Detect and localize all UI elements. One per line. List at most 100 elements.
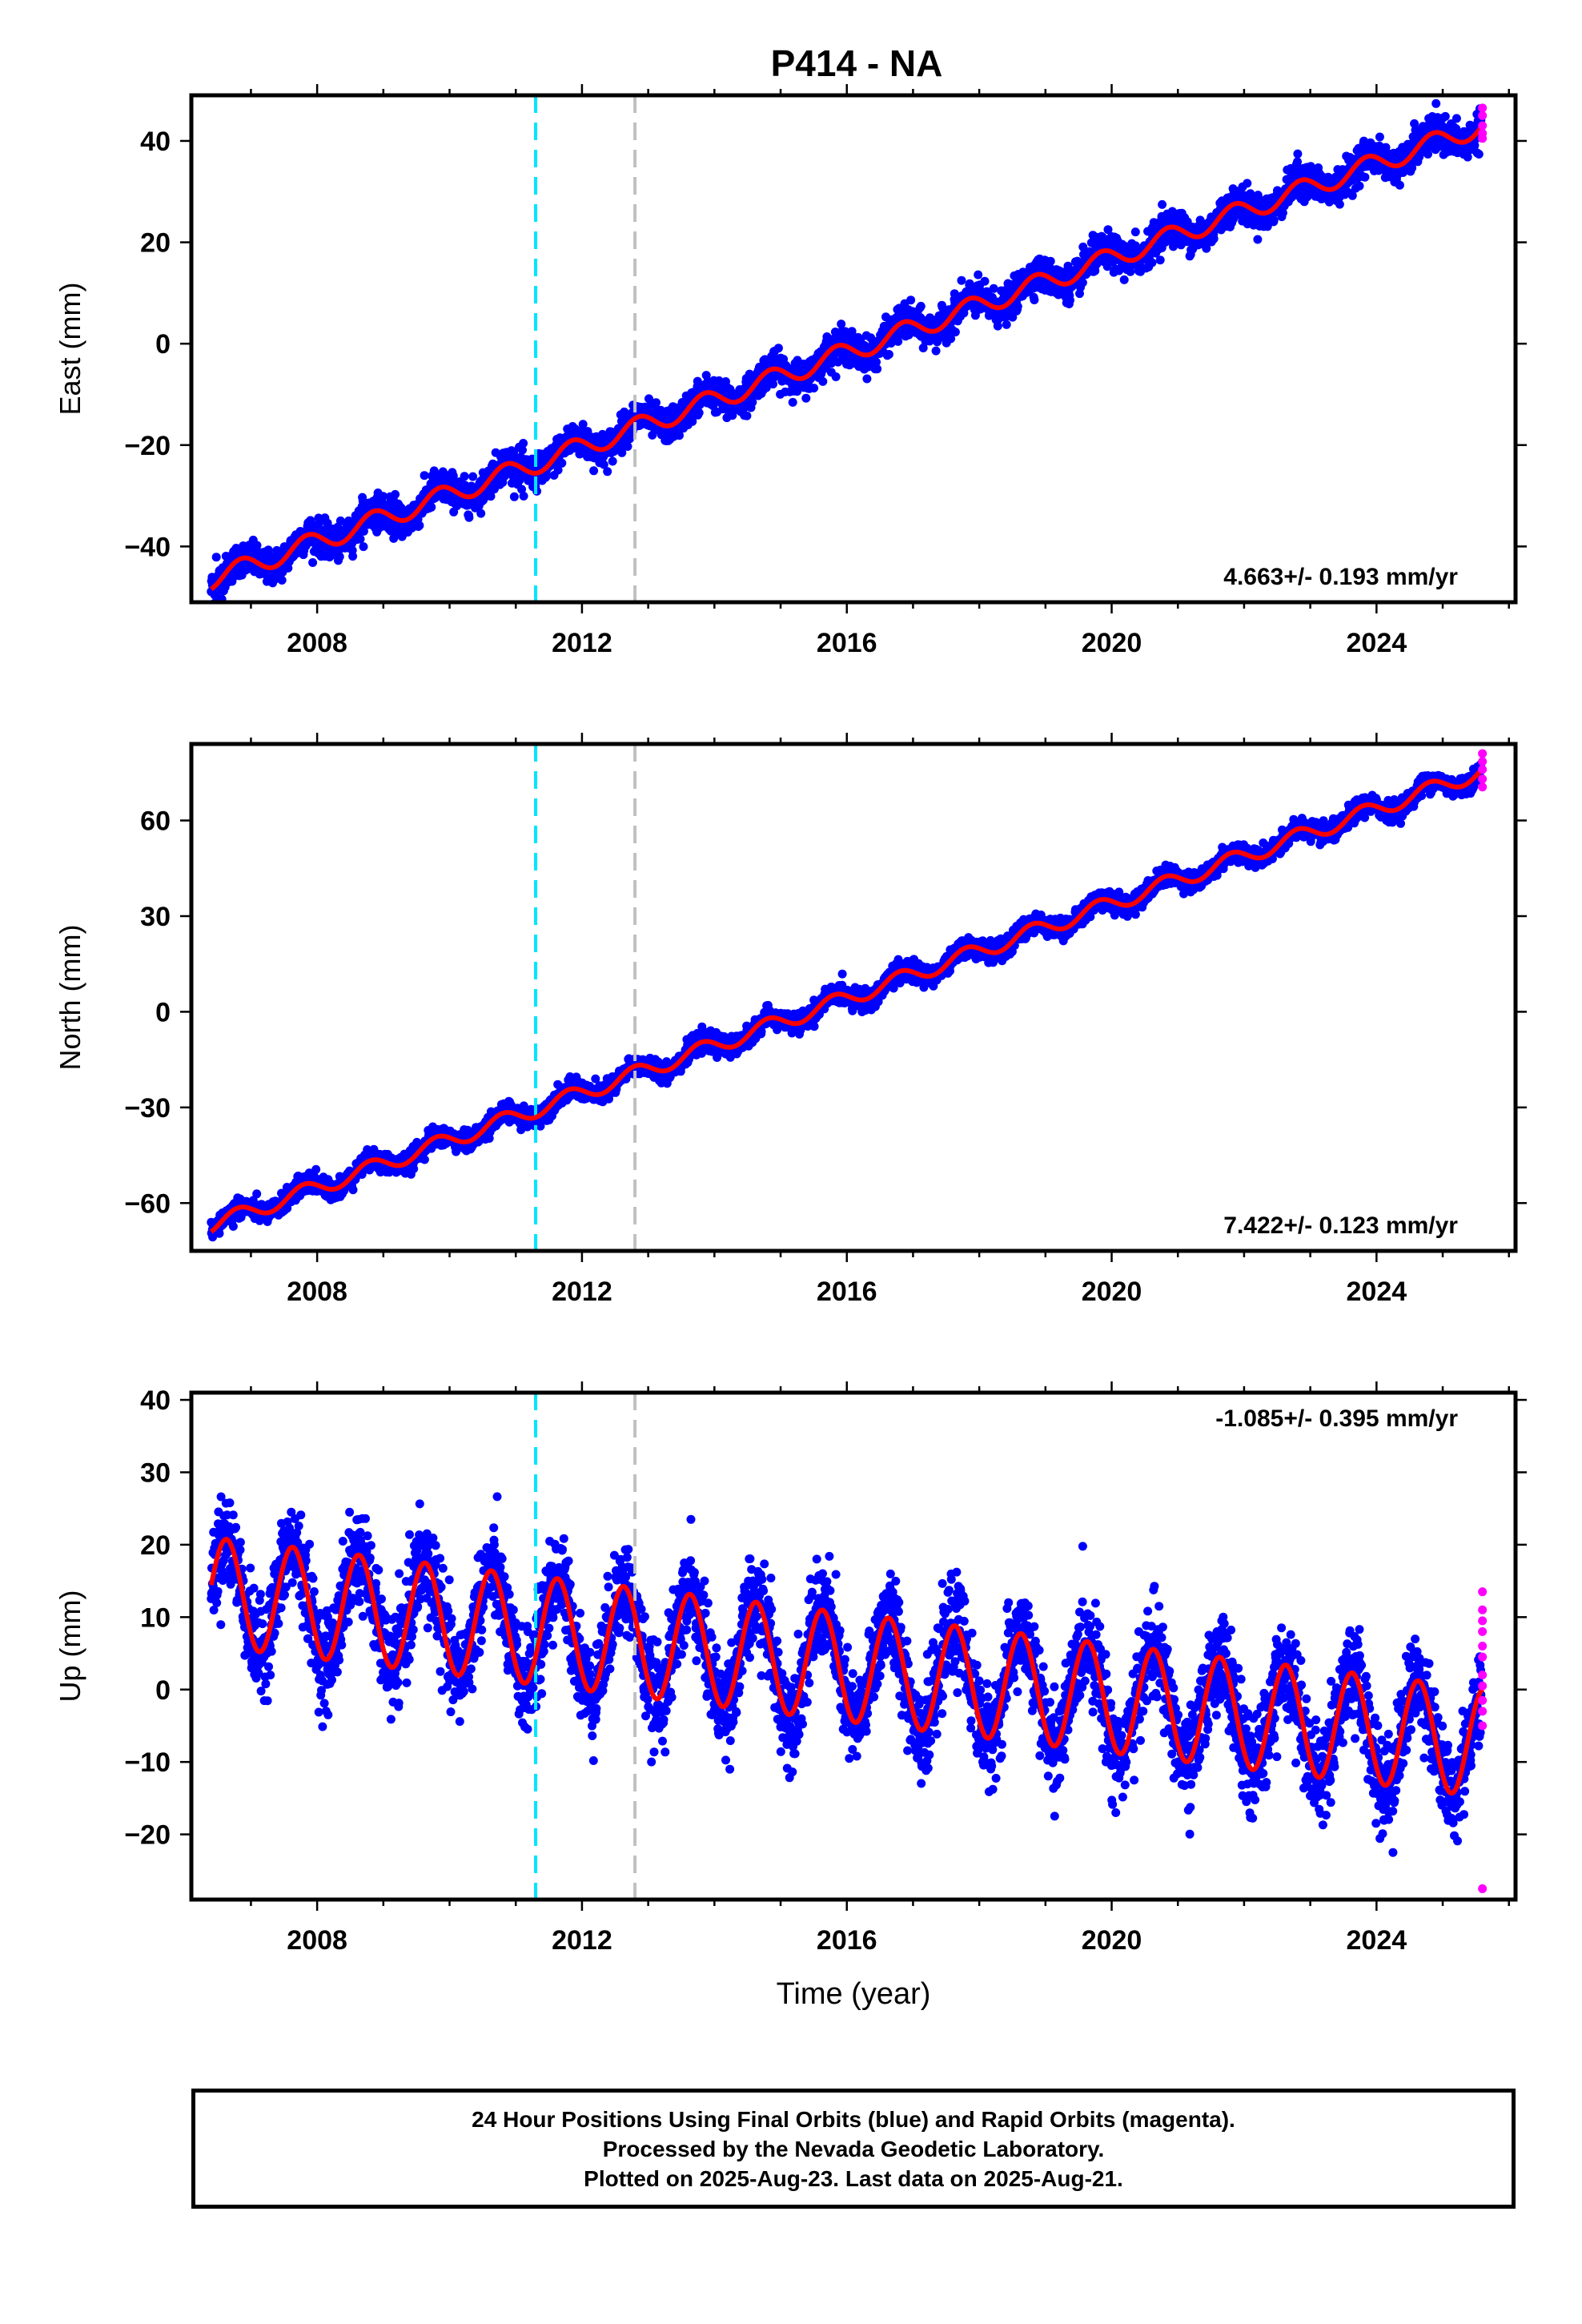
- final-orbit-point: [974, 305, 983, 315]
- final-orbit-point: [1167, 207, 1177, 216]
- final-orbit-point: [252, 541, 262, 550]
- final-orbit-point: [863, 362, 873, 372]
- final-orbit-point: [1030, 296, 1039, 304]
- x-tick-label: 2008: [287, 628, 347, 658]
- y-tick-label: 0: [155, 329, 171, 360]
- final-orbit-point: [818, 376, 828, 386]
- final-orbit-point: [486, 492, 496, 501]
- final-orbit-point: [358, 493, 367, 502]
- final-orbit-point: [742, 411, 752, 420]
- final-orbit-point: [1375, 132, 1384, 142]
- x-tick-label: 2020: [1082, 628, 1142, 658]
- final-orbit-point: [989, 283, 998, 293]
- final-orbit-point: [862, 374, 872, 384]
- final-orbit-point: [1209, 234, 1219, 243]
- final-orbit-point: [884, 350, 893, 359]
- final-orbit-point: [980, 276, 990, 286]
- final-orbit-point: [415, 521, 424, 530]
- final-orbit-point: [1269, 215, 1279, 225]
- final-orbit-point: [1155, 255, 1165, 265]
- final-orbit-point: [974, 270, 983, 279]
- final-orbit-point: [468, 472, 478, 481]
- final-orbit-point: [323, 518, 332, 528]
- final-orbit-point: [1347, 191, 1357, 200]
- final-orbit-point: [1431, 99, 1441, 108]
- x-tick-label: 2024: [1347, 628, 1407, 658]
- final-orbit-point: [831, 372, 841, 381]
- x-tick-label: 2012: [552, 628, 612, 658]
- final-orbit-point: [1474, 150, 1484, 159]
- final-orbit-point: [429, 466, 439, 476]
- final-orbit-point: [211, 553, 221, 562]
- final-orbit-point: [1440, 111, 1450, 121]
- final-orbit-point: [916, 301, 926, 311]
- final-orbit-point: [1195, 215, 1205, 225]
- final-orbit-point: [476, 509, 486, 518]
- final-orbit-point: [269, 553, 279, 562]
- final-orbit-point: [1335, 199, 1344, 209]
- plot-area: [207, 744, 1488, 1251]
- y-tick-label: −20: [124, 431, 171, 461]
- final-orbit-point: [1046, 256, 1055, 266]
- final-orbit-point: [518, 445, 527, 455]
- final-orbit-point: [1119, 275, 1129, 284]
- y-axis-label: East (mm): [54, 283, 86, 416]
- final-orbit-point: [809, 384, 819, 393]
- rapid-orbit-points: [1478, 103, 1488, 143]
- final-orbit-point: [1130, 227, 1140, 237]
- final-orbit-point: [464, 513, 474, 522]
- final-orbit-point: [1147, 258, 1157, 267]
- rapid-orbit-point: [1478, 121, 1488, 131]
- y-tick-label: 20: [140, 228, 171, 259]
- plot-area: [207, 95, 1488, 602]
- final-orbit-point: [652, 398, 661, 408]
- y-tick-label: 40: [140, 127, 171, 157]
- final-orbit-point: [589, 466, 599, 476]
- final-orbit-point: [623, 442, 632, 451]
- final-orbit-point: [773, 344, 783, 353]
- final-orbit-point: [335, 516, 345, 525]
- final-orbit-point: [873, 364, 882, 374]
- final-orbit-point: [359, 526, 368, 536]
- final-orbit-point: [1355, 181, 1364, 191]
- final-orbit-point: [509, 492, 519, 501]
- final-orbit-point: [950, 328, 960, 337]
- rapid-orbit-point: [1478, 111, 1488, 120]
- final-orbit-point: [460, 472, 469, 481]
- final-orbit-point: [800, 360, 809, 370]
- final-orbit-point: [519, 439, 528, 448]
- final-orbit-point: [603, 467, 612, 476]
- final-orbit-point: [801, 393, 811, 403]
- final-orbit-point: [252, 1189, 262, 1199]
- final-orbit-point: [348, 1185, 358, 1195]
- velocity-rate-label: 4.663+/- 0.193 mm/yr: [1223, 564, 1458, 590]
- final-orbit-point: [348, 552, 358, 561]
- final-orbit-point: [379, 492, 388, 501]
- final-orbit-point: [391, 489, 400, 499]
- final-orbit-point: [227, 575, 236, 585]
- final-orbit-point: [1158, 199, 1167, 209]
- final-orbit-point: [1078, 278, 1087, 287]
- final-orbit-point: [1434, 142, 1443, 151]
- y-tick-label: −40: [124, 532, 171, 562]
- final-orbit-point: [1243, 179, 1252, 188]
- final-orbit-point: [543, 447, 552, 456]
- final-orbit-point: [694, 408, 704, 417]
- final-orbit-point: [931, 346, 941, 356]
- final-orbit-point: [359, 542, 368, 552]
- final-orbit-point: [427, 502, 436, 512]
- final-orbit-point: [553, 465, 563, 475]
- final-orbit-point: [1293, 149, 1303, 159]
- final-orbit-point: [788, 397, 797, 407]
- rapid-orbit-point: [1478, 134, 1488, 143]
- figure-title: P414 - NA: [771, 42, 943, 84]
- final-orbit-point: [578, 420, 588, 429]
- final-orbit-point: [308, 558, 318, 567]
- final-orbit-point: [355, 534, 365, 544]
- final-orbit-points: [207, 99, 1486, 602]
- final-orbit-point: [1002, 320, 1011, 329]
- final-orbit-point: [957, 275, 966, 285]
- final-orbit-point: [1423, 150, 1432, 159]
